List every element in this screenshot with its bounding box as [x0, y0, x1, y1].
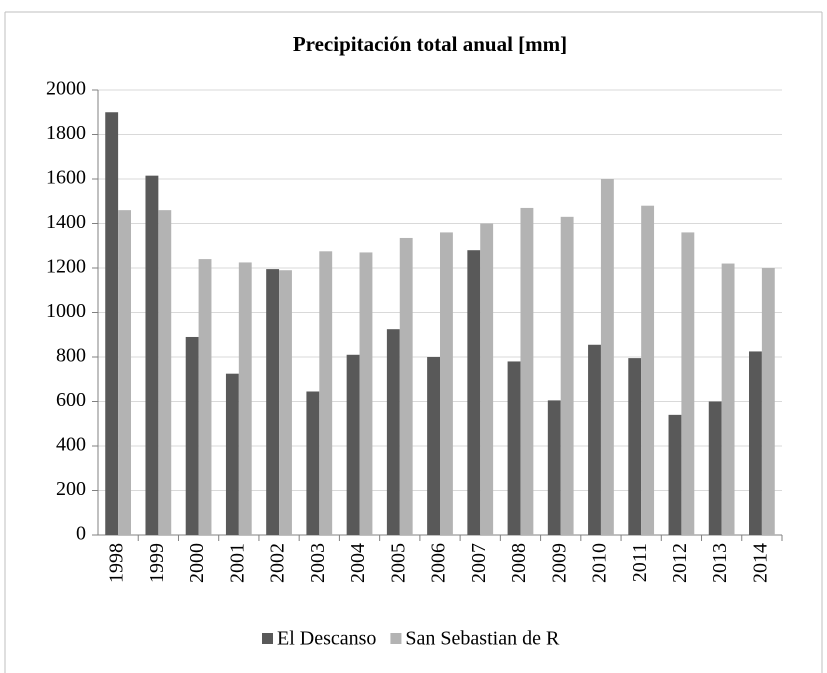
bar — [185, 336, 199, 535]
bar — [507, 361, 521, 535]
chart-title: Precipitación total anual [mm] — [293, 32, 567, 56]
bar — [480, 223, 494, 535]
bar — [105, 112, 119, 535]
bar — [708, 401, 722, 535]
legend-label: San Sebastian de R — [405, 628, 560, 650]
bar — [600, 179, 614, 535]
x-tick-label: 2002 — [267, 543, 289, 583]
y-tick-label: 0 — [76, 523, 86, 545]
x-tick-label: 2014 — [749, 543, 771, 583]
x-tick-label: 2000 — [186, 543, 208, 583]
bar — [145, 175, 159, 535]
bar — [158, 210, 172, 535]
y-tick-label: 400 — [56, 434, 86, 456]
bar — [467, 250, 481, 535]
bar — [628, 358, 642, 535]
legend-swatch — [262, 633, 273, 644]
bar — [118, 210, 131, 535]
bar — [346, 354, 360, 535]
x-tick-label: 2006 — [428, 543, 450, 583]
bar — [520, 207, 534, 536]
x-tick-label: 2011 — [629, 543, 651, 582]
bar — [641, 205, 655, 535]
bar — [560, 216, 574, 535]
y-tick-label: 800 — [56, 345, 86, 367]
bar — [279, 270, 292, 535]
y-tick-label: 1800 — [46, 122, 86, 144]
x-tick-label: 2004 — [347, 543, 369, 583]
x-tick-label: 1999 — [146, 543, 168, 583]
bar — [427, 357, 440, 535]
y-tick-label: 2000 — [46, 78, 86, 100]
legend-label: El Descanso — [277, 628, 376, 650]
y-tick-label: 200 — [56, 478, 86, 500]
bar — [668, 414, 682, 535]
x-tick-label: 1998 — [106, 543, 128, 583]
x-tick-label: 2001 — [226, 543, 248, 583]
y-tick-label: 1200 — [46, 256, 86, 278]
bar — [440, 232, 453, 535]
bar — [761, 268, 775, 535]
x-tick-label: 2005 — [387, 543, 409, 583]
x-tick-label: 2003 — [307, 543, 329, 583]
x-tick-label: 2010 — [589, 543, 611, 583]
bar — [588, 344, 601, 535]
y-tick-label: 1000 — [46, 300, 86, 322]
bar — [306, 391, 320, 535]
y-tick-label: 1600 — [46, 167, 86, 189]
bar — [319, 251, 333, 535]
bar — [225, 373, 239, 535]
x-tick-label: 2008 — [508, 543, 530, 583]
bar — [198, 259, 212, 535]
y-tick-label: 1400 — [46, 211, 86, 233]
x-tick-label: 2007 — [468, 543, 490, 583]
bar — [399, 237, 413, 535]
x-tick-label: 2012 — [669, 543, 691, 583]
bar — [721, 263, 735, 535]
bar — [547, 400, 561, 535]
bar — [359, 252, 373, 536]
bar — [749, 351, 762, 535]
x-tick-label: 2013 — [709, 543, 731, 583]
x-tick-label: 2009 — [548, 543, 570, 583]
bar — [238, 262, 252, 535]
bar — [266, 269, 280, 535]
bar — [386, 329, 400, 535]
bar — [681, 232, 695, 535]
legend-swatch — [390, 633, 402, 644]
y-tick-label: 600 — [56, 389, 86, 411]
